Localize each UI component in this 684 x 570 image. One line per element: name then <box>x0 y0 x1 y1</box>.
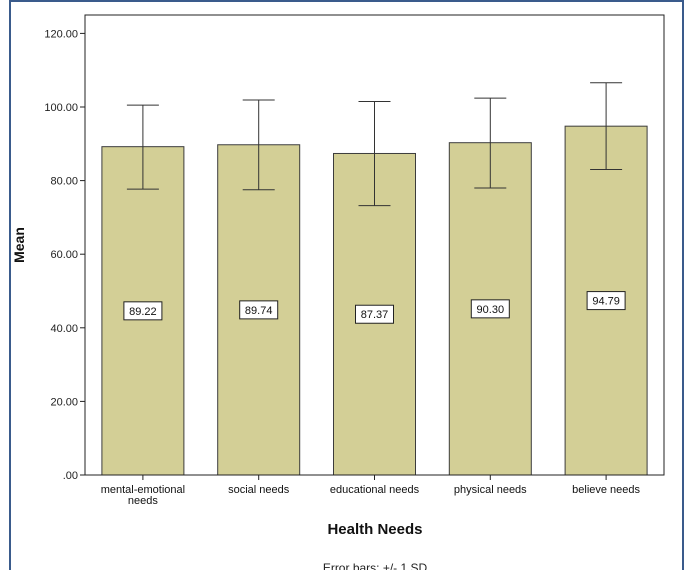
y-tick-label: 60.00 <box>50 249 78 261</box>
y-tick-label: 100.00 <box>44 102 78 114</box>
x-tick-label: social needs <box>228 484 290 496</box>
x-tick-label: educational needs <box>330 484 420 496</box>
value-label-box <box>123 301 163 321</box>
y-tick-label: 40.00 <box>50 323 78 335</box>
value-label-box <box>239 300 279 320</box>
x-tick-label: believe needs <box>572 484 640 496</box>
value-labels: 89.22 89.74 87.37 90.30 94.79 <box>123 291 626 324</box>
error-bars <box>126 82 623 207</box>
value-label: 89.74 <box>245 305 273 317</box>
value-label-box <box>470 299 510 319</box>
value-label: 89.22 <box>129 306 157 318</box>
value-label-box <box>586 291 626 311</box>
x-axis-label: Health Needs <box>327 521 422 538</box>
x-tick-label: physical needs <box>454 484 527 496</box>
y-axis-label: Mean <box>11 227 27 263</box>
y-tick-label: .00 <box>63 470 78 482</box>
y-tick-label: 120.00 <box>44 28 78 40</box>
value-label: 87.37 <box>361 309 389 321</box>
value-label: 90.30 <box>477 304 505 316</box>
x-tick-label: mental-emotional needs <box>101 484 185 507</box>
error-bar-note: Error bars: +/- 1 SD <box>323 561 428 570</box>
value-label: 94.79 <box>592 296 620 308</box>
value-label-box <box>355 304 394 324</box>
x-axis: mental-emotional needs social needs educati… <box>85 474 664 507</box>
y-tick-label: 80.00 <box>50 176 78 188</box>
y-tick-label: 20.00 <box>50 396 78 408</box>
